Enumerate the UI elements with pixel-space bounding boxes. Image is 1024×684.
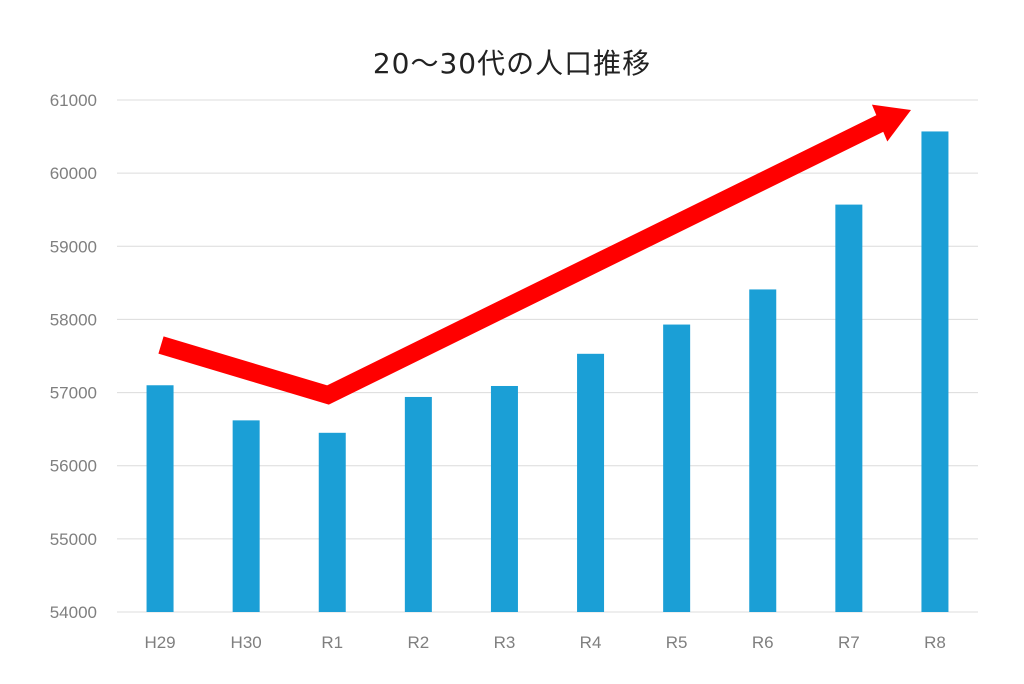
chart-title: 20～30代の人口推移 [372,47,652,80]
trend-arrow-head [871,104,911,142]
x-tick-label: H29 [144,633,175,652]
bar [318,432,346,612]
grid-layer [117,99,978,613]
bar [404,396,432,612]
y-tick-label: 59000 [50,237,97,256]
bar [749,289,777,612]
x-tick-label: H30 [231,633,262,652]
y-axis: 54000 55000 56000 57000 58000 59000 60000 61000 [50,91,97,622]
x-tick-label: R8 [924,633,946,652]
y-tick-label: 55000 [50,530,97,549]
y-tick-label: 61000 [50,91,97,110]
x-axis: H29 H30 R1 R2 R3 R4 R5 R6 R7 R8 [144,633,945,652]
bar-series [146,131,949,613]
x-tick-label: R2 [407,633,429,652]
x-tick-label: R3 [494,633,516,652]
y-tick-label: 56000 [50,457,97,476]
bar [835,204,863,612]
bar [663,324,691,612]
y-tick-label: 60000 [50,164,97,183]
bar [490,385,518,612]
y-tick-label: 54000 [50,603,97,622]
x-tick-label: R5 [666,633,688,652]
bar [577,353,605,612]
y-tick-label: 58000 [50,310,97,329]
x-tick-label: R6 [752,633,774,652]
x-tick-label: R4 [580,633,602,652]
bar [146,385,174,612]
trend-arrow-layer [158,104,911,405]
x-tick-label: R1 [321,633,343,652]
trend-arrow-line [158,111,891,405]
y-tick-label: 57000 [50,384,97,403]
x-tick-label: R7 [838,633,860,652]
bar [921,131,949,613]
bar [232,420,260,612]
